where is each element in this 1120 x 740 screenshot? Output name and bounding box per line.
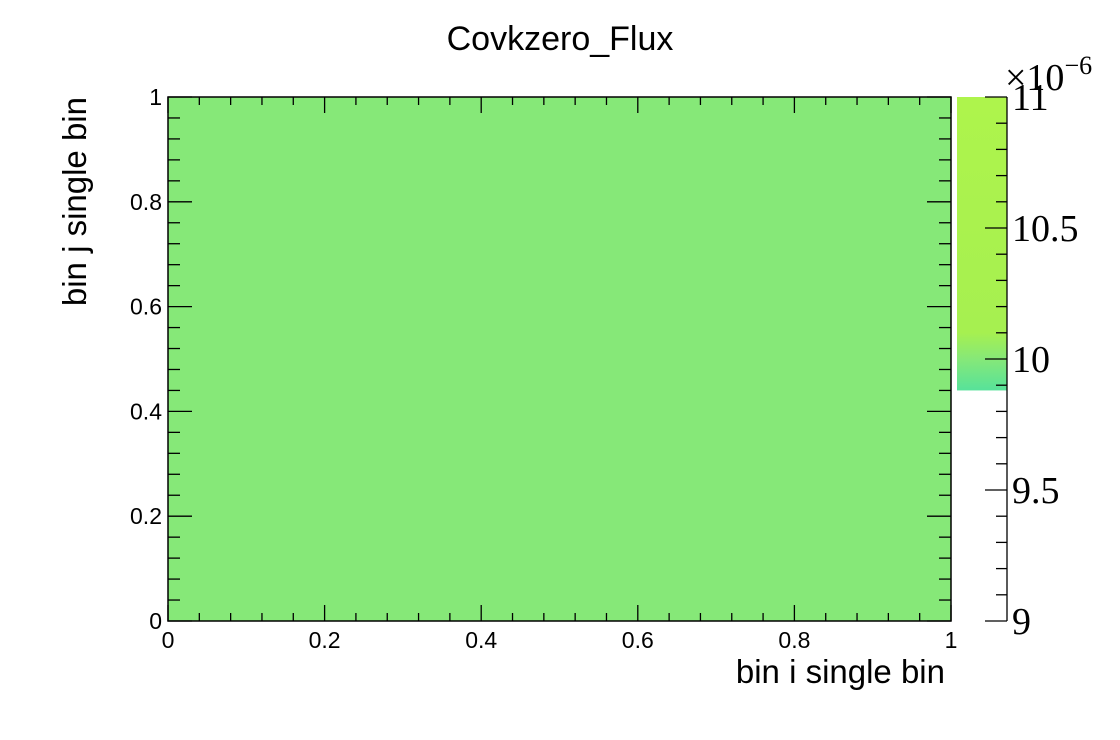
x-tick-label: 0	[162, 627, 175, 653]
chart-title: Covkzero_Flux	[447, 20, 674, 58]
y-tick-label: 0.6	[130, 294, 162, 320]
y-tick-label: 0.2	[130, 503, 162, 529]
heatmap-cell	[168, 97, 951, 621]
palette-tick-label: 10	[1012, 339, 1050, 381]
y-axis-ticks: 0 0.2 0.4 0.6 0.8 1	[130, 84, 951, 634]
y-tick-label: 1	[149, 84, 162, 110]
palette-fill	[957, 97, 1007, 391]
y-axis-label: bin j single bin	[56, 97, 93, 306]
palette-tick-label: 9	[1012, 601, 1031, 643]
x-tick-label: 1	[945, 627, 958, 653]
plot-cells	[168, 97, 951, 621]
color-palette-axis: 9 9.5 10 10.5 11	[985, 77, 1079, 643]
y-tick-label: 0.8	[130, 189, 162, 215]
x-axis-ticks: 0 0.2 0.4 0.6 0.8 1	[162, 97, 958, 653]
palette-exponent: ×10−6	[1005, 51, 1092, 99]
x-tick-label: 0.2	[309, 627, 341, 653]
palette-tick-label: 9.5	[1012, 470, 1060, 512]
y-tick-label: 0.4	[130, 398, 162, 424]
color-palette	[957, 97, 1007, 391]
x-tick-label: 0.8	[778, 627, 810, 653]
x-axis-label: bin i single bin	[736, 653, 945, 690]
svg-text:×10−6: ×10−6	[1005, 51, 1092, 99]
palette-exponent-value: −6	[1064, 51, 1092, 80]
palette-multiplier: ×10	[1005, 57, 1064, 99]
x-tick-label: 0.6	[622, 627, 654, 653]
palette-tick-label: 11	[1012, 77, 1049, 119]
plot-frame	[167, 96, 952, 622]
x-tick-label: 0.4	[465, 627, 497, 653]
y-tick-label: 0	[149, 608, 162, 634]
palette-tick-label: 10.5	[1012, 208, 1079, 250]
